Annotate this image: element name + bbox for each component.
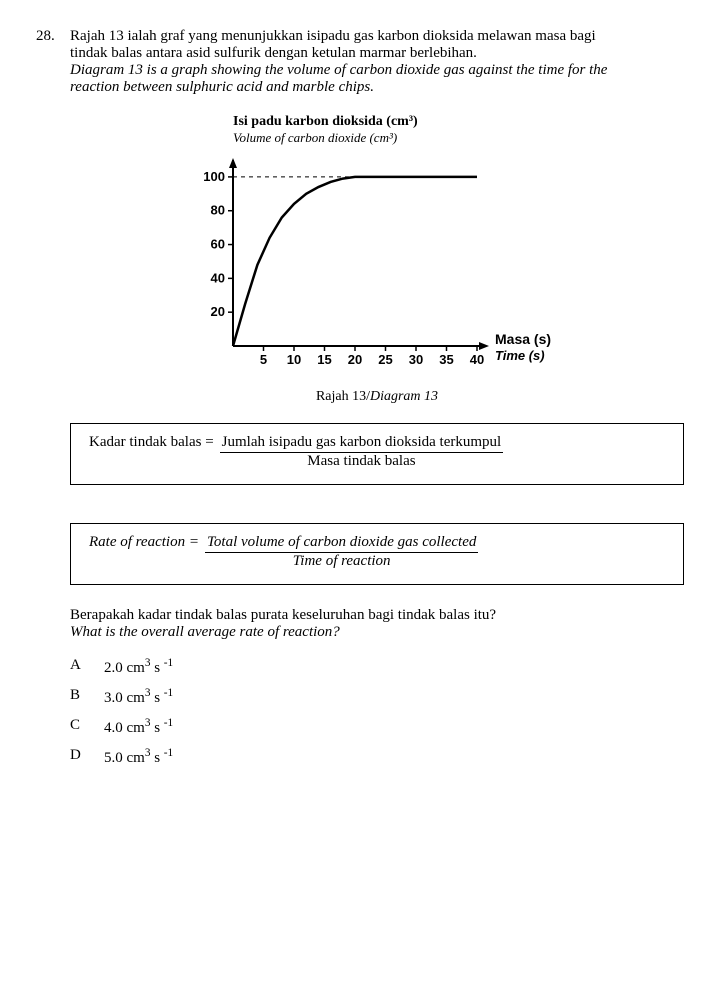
formula-box-bm: Kadar tindak balas = Jumlah isipadu gas … (70, 423, 684, 485)
option-row[interactable]: C4.0 cm3 s -1 (70, 717, 684, 737)
option-letter: B (70, 687, 104, 707)
formula-bm-top: Jumlah isipadu gas karbon dioksida terku… (220, 434, 504, 453)
svg-text:25: 25 (378, 352, 392, 367)
svg-text:20: 20 (211, 304, 225, 319)
question-block: 28. Rajah 13 ialah graf yang menunjukkan… (36, 28, 684, 777)
option-letter: D (70, 747, 104, 767)
formula-box-en: Rate of reaction = Total volume of carbo… (70, 523, 684, 585)
svg-text:40: 40 (470, 352, 484, 367)
formula-bm-bottom: Masa tindak balas (307, 453, 415, 470)
formula-en-bottom: Time of reaction (293, 553, 391, 570)
sub-question: Berapakah kadar tindak balas purata kese… (70, 607, 684, 641)
question-text-bm-1: Rajah 13 ialah graf yang menunjukkan isi… (70, 28, 684, 45)
svg-text:60: 60 (211, 237, 225, 252)
svg-text:100: 100 (203, 169, 225, 184)
formula-en-lhs: Rate of reaction = (89, 534, 205, 551)
option-value: 3.0 cm3 s -1 (104, 687, 173, 707)
svg-text:Time (s): Time (s) (495, 348, 545, 363)
question-number: 28. (36, 28, 70, 777)
question-body: Rajah 13 ialah graf yang menunjukkan isi… (70, 28, 684, 777)
option-row[interactable]: B3.0 cm3 s -1 (70, 687, 684, 707)
option-letter: A (70, 657, 104, 677)
svg-text:10: 10 (287, 352, 301, 367)
option-letter: C (70, 717, 104, 737)
question-text-en-1: Diagram 13 is a graph showing the volume… (70, 62, 684, 79)
caption-en: Diagram 13 (370, 389, 438, 404)
svg-text:20: 20 (348, 352, 362, 367)
question-text-en-2: reaction between sulphuric acid and marb… (70, 79, 684, 96)
option-value: 5.0 cm3 s -1 (104, 747, 173, 767)
option-value: 2.0 cm3 s -1 (104, 657, 173, 677)
sub-question-en: What is the overall average rate of reac… (70, 624, 684, 641)
formula-en-top: Total volume of carbon dioxide gas colle… (205, 534, 478, 553)
svg-text:40: 40 (211, 270, 225, 285)
chart-svg: 20 40 60 80 100 5 10 15 20 25 30 35 40 Masa (s)Time (… (187, 150, 567, 380)
chart-container: Isi padu karbon dioksida (cm³) Volume of… (70, 114, 684, 405)
svg-text:15: 15 (317, 352, 331, 367)
svg-text:80: 80 (211, 203, 225, 218)
option-row[interactable]: D5.0 cm3 s -1 (70, 747, 684, 767)
y-axis-title-bm: Isi padu karbon dioksida (cm³) (233, 114, 567, 130)
chart-caption: Rajah 13/Diagram 13 (187, 389, 567, 405)
svg-text:30: 30 (409, 352, 423, 367)
option-row[interactable]: A2.0 cm3 s -1 (70, 657, 684, 677)
option-value: 4.0 cm3 s -1 (104, 717, 173, 737)
formula-bm-lhs: Kadar tindak balas = (89, 434, 220, 451)
svg-text:5: 5 (260, 352, 267, 367)
options-list: A2.0 cm3 s -1B3.0 cm3 s -1C4.0 cm3 s -1D… (70, 657, 684, 767)
svg-text:35: 35 (439, 352, 453, 367)
y-axis-title-en: Volume of carbon dioxide (cm³) (233, 130, 567, 146)
caption-bm: Rajah 13 (316, 389, 366, 404)
question-text-bm-2: tindak balas antara asid sulfurik dengan… (70, 45, 684, 62)
sub-question-bm: Berapakah kadar tindak balas purata kese… (70, 607, 684, 624)
svg-text:Masa (s): Masa (s) (495, 331, 551, 347)
